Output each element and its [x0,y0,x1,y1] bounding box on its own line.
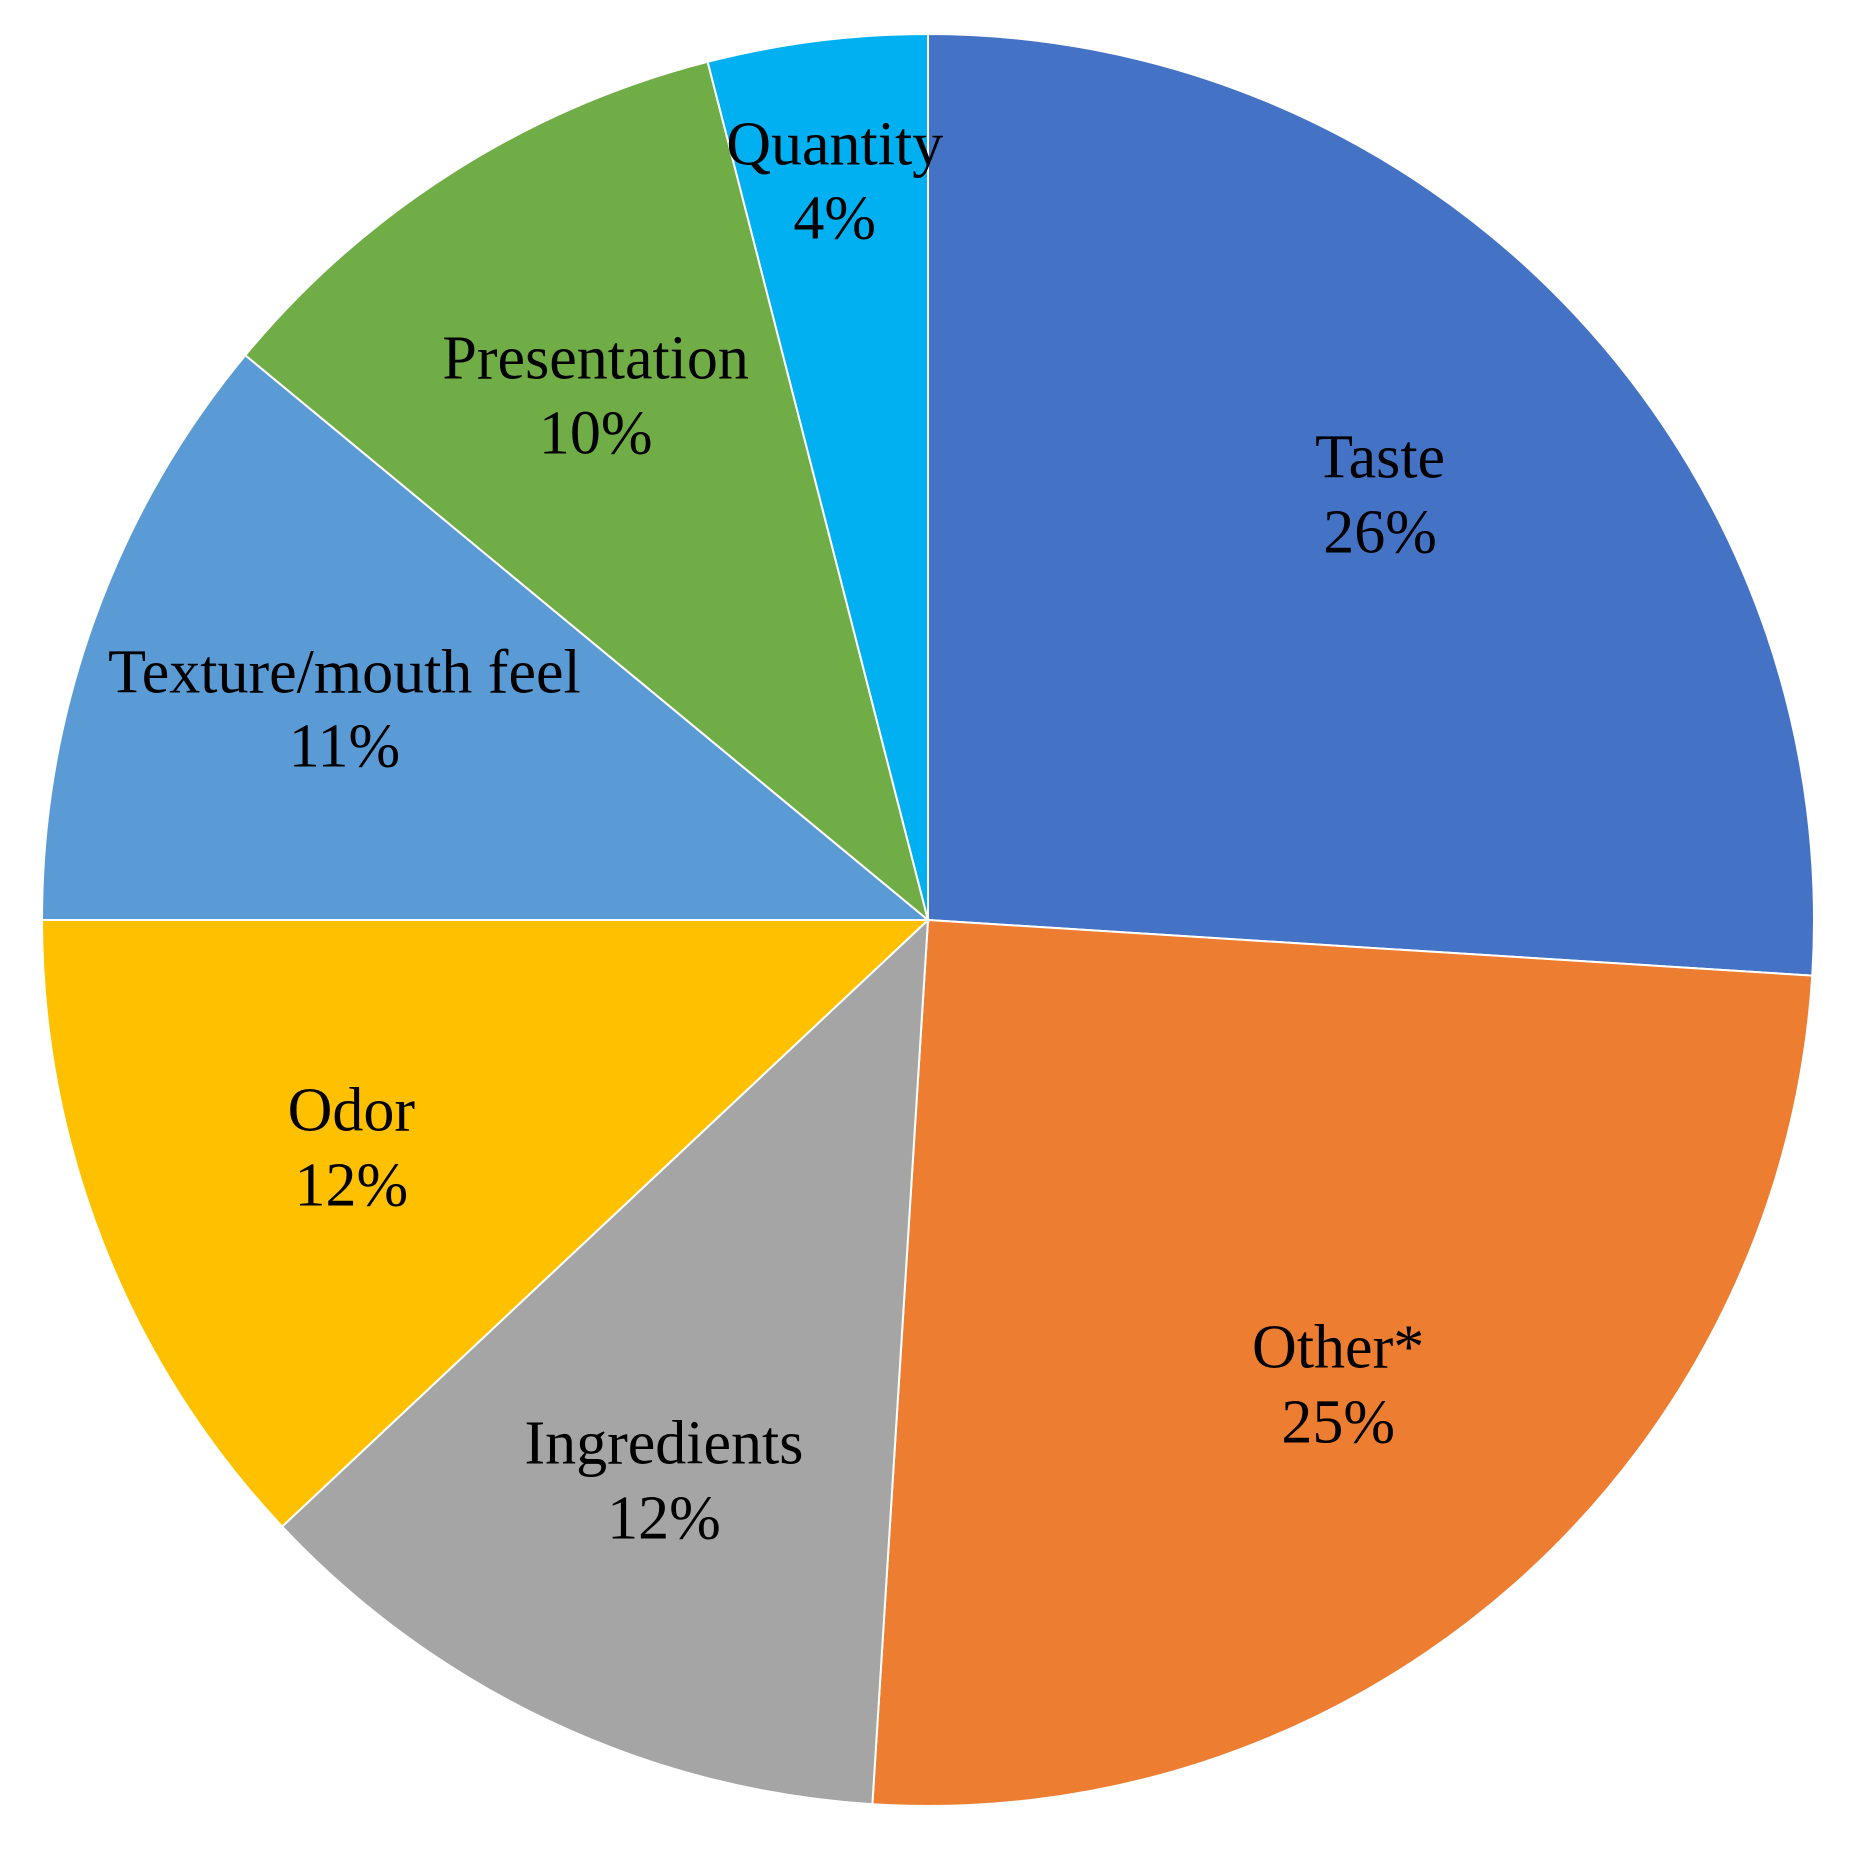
value-label: 10% [538,399,653,468]
pie-slice [40,919,931,1528]
value-label: 11% [288,712,401,781]
pie-slice [243,60,930,923]
pie-slice [927,32,1815,977]
value-label: 26% [1323,498,1437,567]
slice-label: Quantity 4% [595,107,1075,256]
slice-label: Other* 25% [1098,1311,1578,1460]
pie-slice [40,353,931,921]
pie-slice [280,917,930,1806]
pie-slice [706,32,929,921]
slice-label: Texture/mouth feel 11% [104,636,584,785]
category-label: Presentation [442,324,749,393]
value-label: 4% [793,184,877,253]
category-label: Other* [1252,1313,1425,1382]
value-label: 12% [294,1151,409,1220]
value-label: 12% [607,1484,721,1553]
category-label: Ingredients [524,1409,804,1478]
value-label: 25% [1281,1388,1395,1457]
slice-label: Ingredients 12% [424,1407,904,1556]
category-label: Taste [1315,424,1446,493]
slice-label: Presentation 10% [356,322,836,471]
slice-label: Taste 26% [1140,421,1620,570]
category-label: Quantity [726,110,944,179]
category-label: Texture/mouth feel [108,638,581,707]
pie-slice [871,918,1814,1807]
category-label: Odor [287,1076,416,1145]
slice-label: Odor 12% [111,1074,591,1223]
